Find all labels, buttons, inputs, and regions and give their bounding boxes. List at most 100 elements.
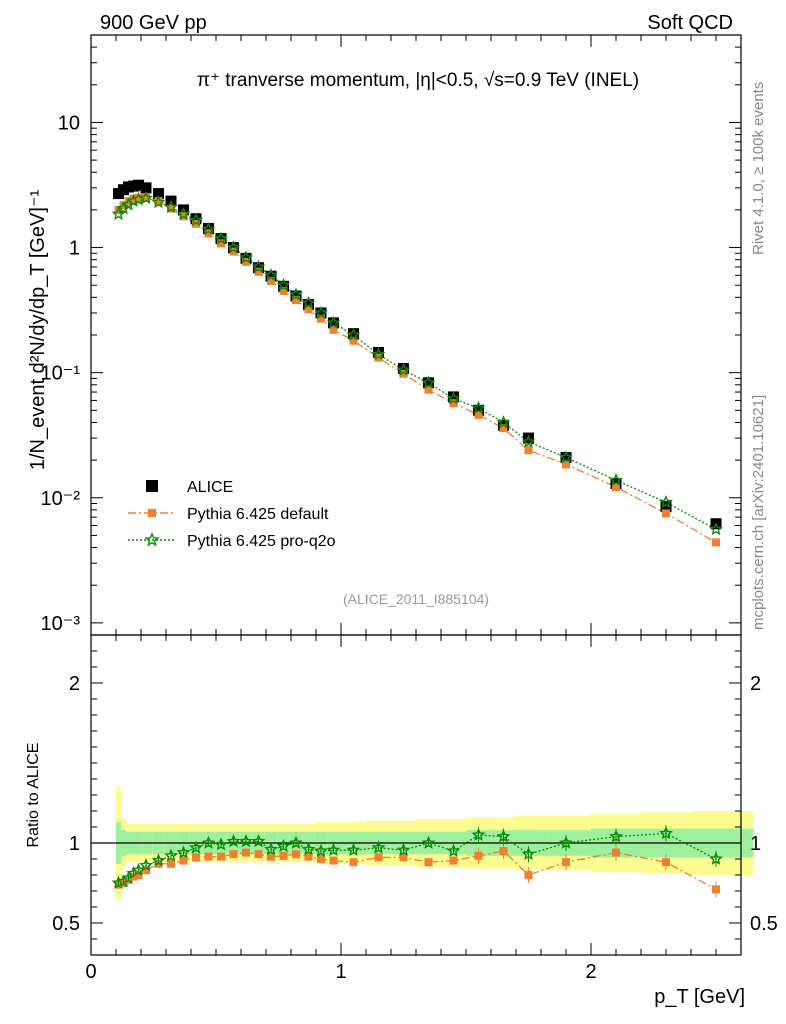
- data-point-alice: [303, 299, 314, 311]
- ratio-tick-label-left: 1: [69, 833, 80, 855]
- data-point-alice: [253, 262, 264, 274]
- data-point-alice: [215, 233, 227, 245]
- ratio-point-proq2o: [301, 842, 316, 856]
- x-tick-label: 2: [585, 961, 596, 983]
- ratio-tick-label-left: 0.5: [52, 913, 80, 935]
- data-point-proq2o: [139, 190, 153, 205]
- data-point-default: [449, 399, 458, 408]
- ratio-point-proq2o: [201, 835, 216, 849]
- ratio-point-proq2o: [371, 840, 386, 854]
- data-point-alice: [523, 432, 534, 444]
- y-tick-label: 10⁻³: [41, 613, 81, 635]
- data-point-alice: [373, 346, 384, 358]
- ratio-point-default: [204, 852, 213, 861]
- y-axis-label: 1/N_event d²N/dy/dp_T [GeV]⁻¹: [27, 190, 49, 471]
- data-point-alice: [140, 182, 152, 194]
- data-point-proq2o: [116, 201, 131, 215]
- data-point-default: [217, 239, 225, 248]
- ratio-point-proq2o: [151, 853, 166, 867]
- ratio-point-default: [292, 850, 300, 859]
- legend-marker-default: [148, 509, 156, 517]
- ratio-point-default: [192, 853, 200, 862]
- y-tick-label: 10⁻¹: [41, 363, 81, 385]
- ratio-point-default: [499, 847, 508, 855]
- ratio-point-default: [167, 859, 175, 868]
- ratio-point-proq2o: [421, 835, 436, 849]
- ratio-point-proq2o: [251, 834, 266, 848]
- ratio-point-proq2o: [264, 842, 278, 856]
- ratio-point-default: [217, 852, 225, 861]
- x-tick-label: 0: [85, 961, 96, 983]
- data-point-default: [304, 305, 313, 314]
- data-point-proq2o: [609, 473, 623, 487]
- ratio-point-default: [242, 848, 250, 857]
- ratio-point-default: [254, 850, 263, 859]
- data-point-alice: [153, 188, 164, 200]
- data-point-proq2o: [189, 213, 203, 227]
- header-right: Soft QCD: [647, 12, 733, 34]
- ratio-point-default: [304, 852, 313, 861]
- ratio-point-default: [712, 885, 720, 894]
- data-point-default: [119, 201, 128, 210]
- rivet-label: Rivet 4.1.0, ≥ 100k events: [750, 82, 767, 255]
- ratio-tick-label-right: 0.5: [750, 913, 778, 935]
- ratio-point-default: [179, 856, 188, 865]
- ratio-point-default: [562, 858, 570, 867]
- data-point-proq2o: [446, 391, 461, 405]
- legend-marker-proq2o: [144, 532, 160, 547]
- ratio-point-proq2o: [189, 840, 203, 854]
- ratio-tick-label-right: 2: [750, 673, 761, 695]
- ratio-point-proq2o: [239, 834, 253, 848]
- data-point-alice: [315, 307, 327, 319]
- data-point-default: [154, 197, 163, 206]
- legend: ALICE Pythia 6.425 default Pythia 6.425 …: [128, 479, 336, 550]
- ratio-point-proq2o: [496, 829, 511, 843]
- data-point-proq2o: [176, 206, 191, 221]
- ratio-point-default: [449, 856, 458, 865]
- data-point-default: [267, 277, 275, 286]
- data-point-alice: [560, 451, 572, 463]
- ratio-point-default: [134, 871, 143, 879]
- data-point-proq2o: [559, 450, 573, 464]
- ratio-point-default: [142, 866, 150, 875]
- data-point-proq2o: [239, 250, 253, 264]
- mcplots-label: mcplots.cern.ch [arXiv:2401.10621]: [750, 395, 767, 630]
- x-axis-label: p_T [GeV]: [654, 986, 745, 1008]
- data-point-default: [142, 193, 150, 202]
- ratio-point-proq2o: [609, 829, 623, 843]
- data-point-proq2o: [276, 277, 291, 292]
- ratio-point-proq2o: [326, 842, 341, 857]
- header-left: 900 GeV pp: [100, 12, 207, 34]
- data-point-proq2o: [226, 240, 241, 254]
- data-point-proq2o: [301, 295, 316, 309]
- data-point-alice: [660, 501, 672, 513]
- data-point-default: [167, 204, 175, 213]
- data-point-default: [474, 410, 483, 419]
- data-point-default: [192, 219, 200, 228]
- ratio-point-default: [424, 858, 433, 867]
- data-point-default: [242, 257, 250, 266]
- data-point-default: [329, 325, 338, 334]
- ratio-point-proq2o: [226, 834, 241, 848]
- data-point-default: [562, 460, 570, 469]
- data-point-alice: [265, 270, 277, 282]
- ratio-point-default: [229, 850, 238, 859]
- y-tick-label: 10: [58, 112, 80, 134]
- ratio-point-default: [399, 853, 408, 862]
- data-point-proq2o: [496, 415, 511, 429]
- data-point-alice: [133, 179, 144, 191]
- data-point-default: [279, 286, 288, 295]
- data-point-default: [499, 424, 508, 433]
- ratio-point-default: [317, 855, 325, 863]
- ratio-point-default: [279, 851, 288, 860]
- data-point-default: [292, 296, 300, 305]
- data-point-proq2o: [214, 231, 228, 245]
- data-point-proq2o: [346, 327, 361, 341]
- ratio-point-proq2o: [289, 835, 303, 849]
- data-point-proq2o: [471, 400, 486, 415]
- ratio-point-default: [662, 858, 670, 867]
- data-point-default: [134, 193, 143, 202]
- data-point-alice: [423, 377, 434, 389]
- data-point-alice: [328, 317, 339, 329]
